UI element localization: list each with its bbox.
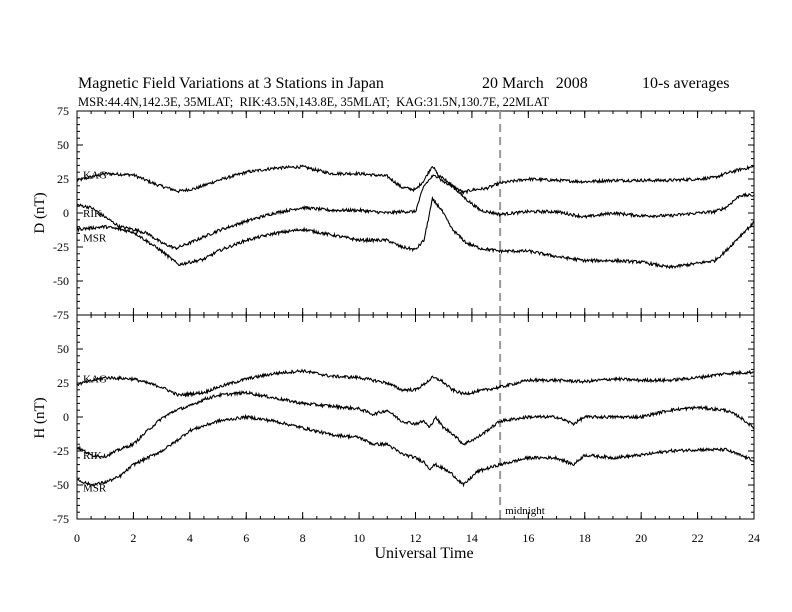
x-tick-label: 20 — [635, 531, 647, 545]
y-tick-label: 50 — [57, 138, 69, 152]
x-tick-label: 10 — [353, 531, 365, 545]
x-tick-label: 0 — [74, 531, 80, 545]
x-tick-label: 2 — [130, 531, 136, 545]
x-tick-label: 22 — [692, 531, 704, 545]
x-tick-label: 14 — [466, 531, 478, 545]
chart-date: 20 March 2008 — [482, 75, 588, 92]
series-label-kag: KAG — [83, 169, 107, 181]
series-label-kag: KAG — [83, 373, 107, 385]
x-tick-label: 18 — [579, 531, 591, 545]
panel-frame-0 — [76, 110, 755, 316]
series-line-rik — [76, 174, 755, 251]
x-tick-label: 24 — [748, 531, 760, 545]
series-label-rik: RIK — [83, 208, 102, 220]
plot-area: -75 -50 -25 0 25 50 75 KAG RIK MSR -75 -50 -25 0 25 50 K… — [53, 104, 760, 545]
averaging-label: 10-s averages — [642, 75, 730, 92]
series-line-msr — [76, 413, 755, 488]
y-axis-label-h: H (nT) — [32, 397, 48, 438]
y-tick-label: 25 — [57, 376, 69, 390]
y-tick-label: 0 — [63, 410, 69, 424]
y-tick-label: -50 — [53, 274, 69, 288]
x-tick-label: 8 — [300, 531, 306, 545]
y-tick-label: -25 — [53, 444, 69, 458]
series-line-kag — [76, 164, 755, 195]
x-tick-label: 4 — [187, 531, 193, 545]
y-tick-label: 25 — [57, 172, 69, 186]
y-tick-label: -75 — [53, 512, 69, 526]
y-tick-label: 75 — [57, 104, 69, 118]
x-axis-label: Universal Time — [374, 545, 473, 562]
chart-subtitle: MSR:44.4N,142.3E, 35MLAT; RIK:43.5N,143.… — [78, 95, 550, 109]
y-tick-label: 50 — [57, 342, 69, 356]
y-tick-label: 0 — [63, 206, 69, 220]
panel-frame-1 — [76, 314, 755, 520]
x-tick-label: 12 — [410, 531, 422, 545]
midnight-label: midnight — [505, 505, 545, 517]
series-label-msr: MSR — [83, 232, 107, 244]
y-tick-label: -50 — [53, 478, 69, 492]
series-label-msr: MSR — [83, 483, 107, 495]
x-tick-label: 16 — [522, 531, 534, 545]
y-axis-label-d: D (nT) — [32, 192, 48, 233]
y-tick-label: -75 — [53, 308, 69, 322]
y-tick-label: -25 — [53, 240, 69, 254]
x-tick-label: 6 — [243, 531, 249, 545]
series-line-msr — [76, 195, 755, 270]
series-line-rik — [76, 389, 755, 459]
series-label-rik: RIK — [83, 450, 102, 462]
chart-title: Magnetic Field Variations at 3 Stations … — [78, 75, 384, 92]
series-line-kag — [76, 368, 755, 398]
